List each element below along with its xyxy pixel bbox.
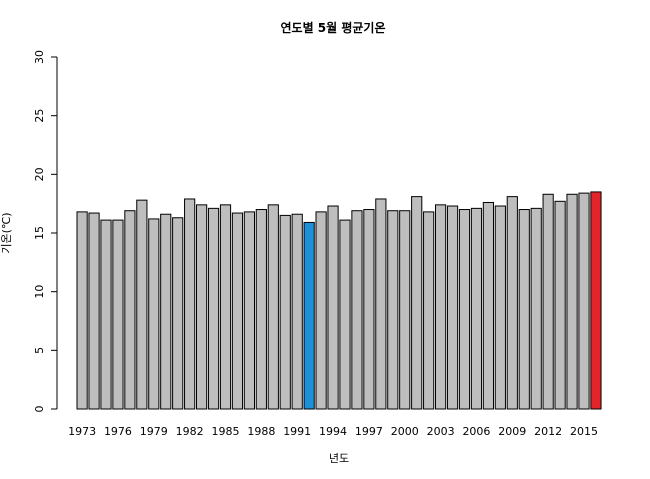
x-tick-label: 1994 [319,425,347,438]
bar-1995 [339,219,351,410]
bar-1989 [267,204,279,410]
y-tick-label: 5 [33,347,46,354]
bar-1991 [291,213,303,410]
x-tick-label: 1988 [247,425,275,438]
y-tick-label: 30 [33,50,46,64]
x-tick-label: 1985 [212,425,240,438]
bar-2001 [411,196,423,410]
x-tick-label: 1979 [140,425,168,438]
bar-2000 [399,210,411,410]
bar-2009 [506,196,518,410]
bar-1990 [279,214,291,410]
bar-1988 [255,209,267,410]
x-tick-label: 2003 [427,425,455,438]
bar-1993 [315,211,327,410]
bar-1979 [148,218,160,410]
bar-1998 [375,198,387,410]
y-tick-label: 15 [33,226,46,240]
bar-1984 [207,207,220,410]
chart-title: 연도별 5월 평균기온 [280,20,385,35]
bar-1981 [172,217,184,410]
bar-2002 [423,211,435,410]
bar-1992 [303,221,315,410]
bar-2012 [542,193,554,410]
bar-2003 [435,204,447,410]
bar-1997 [363,209,375,410]
bar-2008 [494,205,506,410]
x-tick-label: 2009 [498,425,526,438]
x-tick-label: 2006 [462,425,490,438]
y-tick-label: 20 [33,167,46,181]
bar-2005 [458,209,471,410]
bar-1980 [160,213,172,410]
x-axis: 1973 1976 1979 1982 1985 1988 1991 1994 1997 2000… [68,425,598,438]
y-axis: 0 5 10 15 20 25 30 [33,50,58,413]
bar-2015 [578,192,590,410]
y-tick-label: 10 [33,285,46,299]
bars-group [76,191,602,410]
bar-1975 [100,219,112,410]
bar-2013 [554,200,566,410]
x-tick-label: 2012 [534,425,562,438]
x-tick-label: 1976 [104,425,132,438]
x-tick-label: 2015 [570,425,598,438]
bar-1987 [243,211,256,410]
bar-2006 [470,207,483,410]
x-tick-label: 2000 [391,425,419,438]
bar-1978 [136,199,148,410]
bar-1973 [76,211,88,410]
bar-1977 [124,210,136,410]
bar-2011 [530,207,542,410]
x-tick-label: 1973 [68,425,96,438]
y-tick-label: 25 [33,109,46,123]
bar-1976 [112,219,124,410]
y-axis-label: 기온(℃) [0,212,13,253]
bar-1974 [88,212,100,410]
x-tick-label: 1982 [176,425,204,438]
bar-1996 [351,210,363,410]
x-tick-label: 1991 [283,425,311,438]
bar-1986 [231,212,244,410]
y-tick-label: 0 [33,406,46,413]
bar-1999 [387,210,399,410]
bar-1985 [219,204,232,410]
bar-2014 [566,193,578,410]
bar-2010 [518,209,530,410]
bar-2004 [446,205,459,410]
x-tick-label: 1997 [355,425,383,438]
bar-2016 [590,191,602,410]
bar-1982 [184,198,196,410]
bar-1994 [327,205,339,410]
bar-2007 [482,201,494,410]
bar-1983 [196,204,208,410]
x-axis-label: 년도 [329,452,349,465]
